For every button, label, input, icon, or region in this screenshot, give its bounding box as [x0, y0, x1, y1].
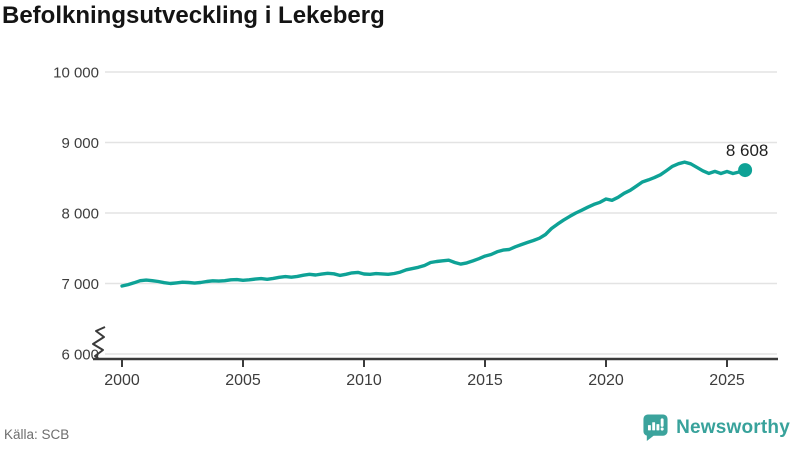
branding: Newsworthy	[642, 413, 790, 442]
x-axis-tick-label: 2025	[709, 372, 745, 389]
population-line	[120, 160, 747, 288]
y-axis-tick-label: 9 000	[61, 135, 99, 152]
brand-name: Newsworthy	[676, 416, 790, 438]
y-axis-tick-label: 8 000	[61, 206, 99, 223]
y-axis-tick-label: 7 000	[61, 276, 99, 293]
x-axis-tick-label: 2010	[346, 372, 382, 389]
last-point-value-label: 8 608	[726, 141, 769, 160]
last-point-dot	[738, 163, 753, 178]
x-axis-tick-label: 2000	[104, 372, 140, 389]
y-axis-tick-label: 6 000	[61, 347, 99, 364]
x-axis-tick-label: 2005	[225, 372, 261, 389]
axis-break-icon	[92, 326, 106, 360]
y-axis-tick-label: 10 000	[53, 65, 99, 82]
chart-title: Befolkningsutveckling i Lekeberg	[2, 2, 385, 29]
x-axis-tick-label: 2015	[467, 372, 503, 389]
source-label: Källa: SCB	[4, 427, 70, 442]
x-axis-tick-label: 2020	[588, 372, 624, 389]
newsworthy-speech-bubble-bars-icon	[642, 413, 669, 442]
